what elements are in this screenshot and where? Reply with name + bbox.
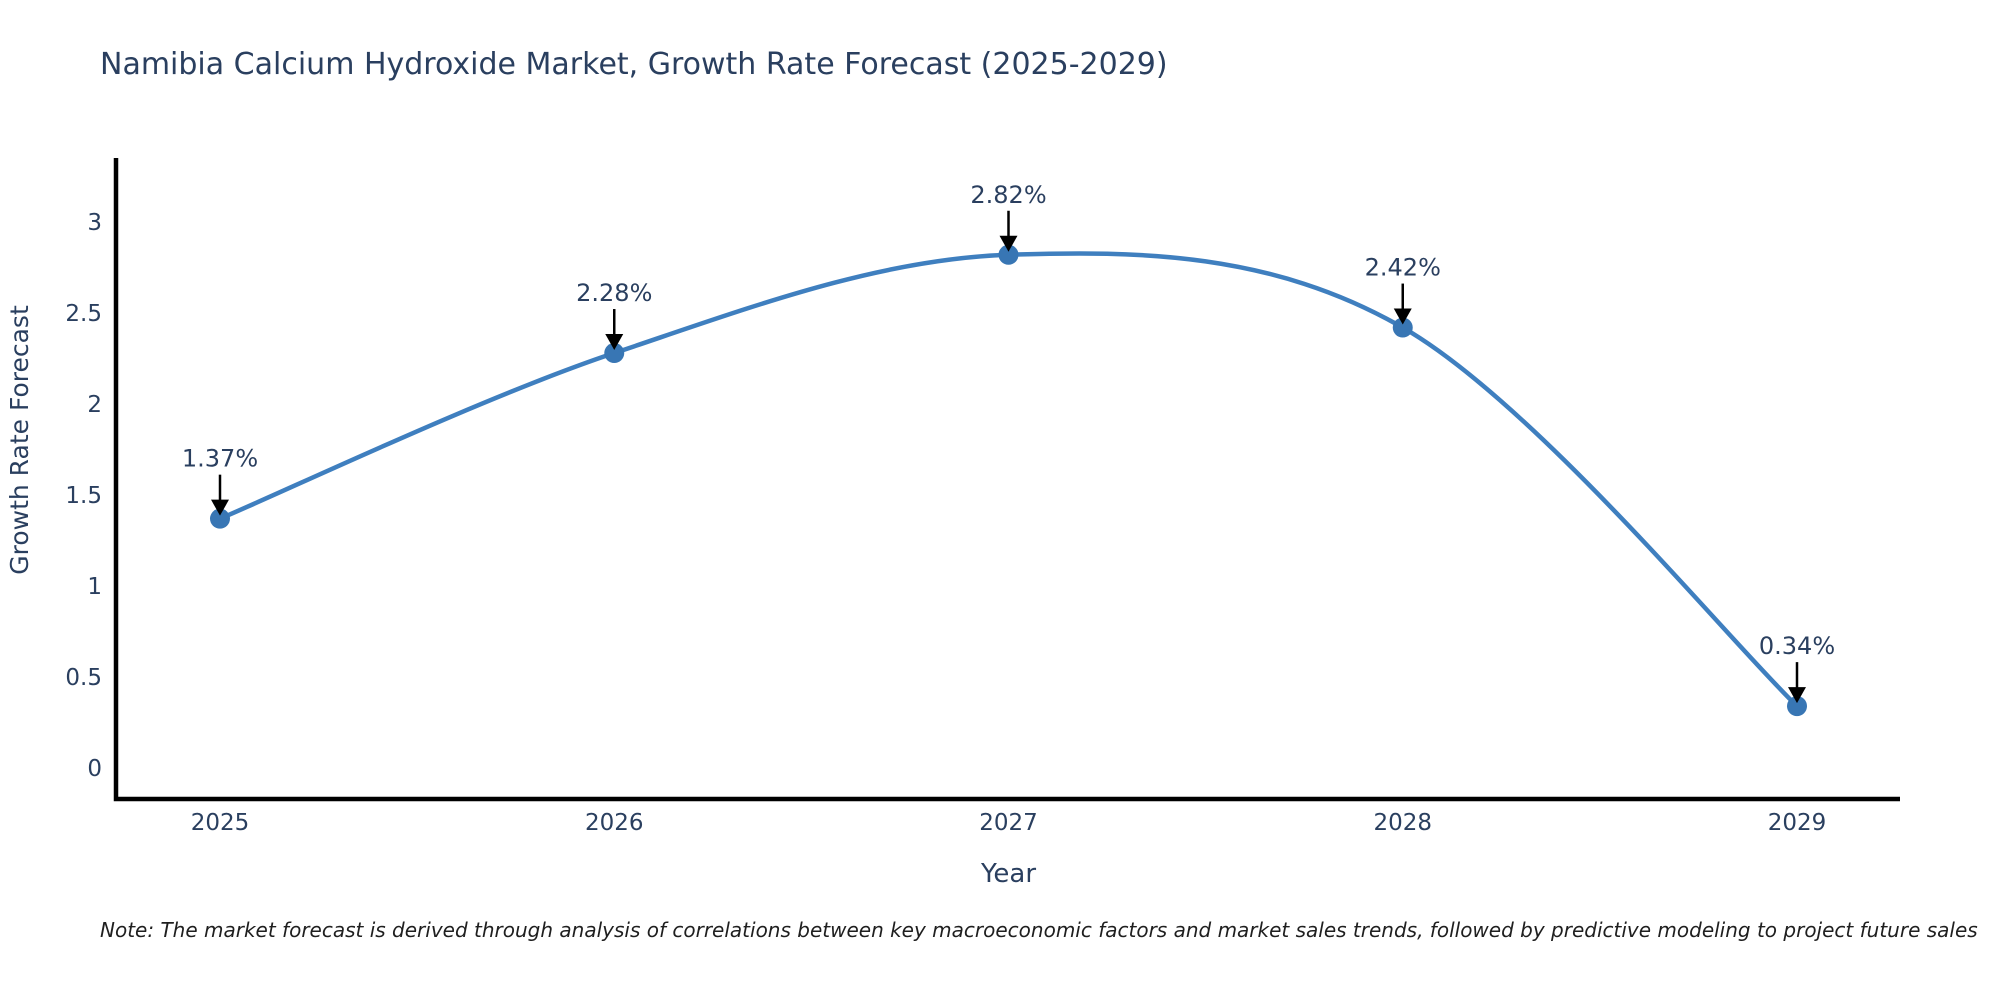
chart-title: Namibia Calcium Hydroxide Market, Growth… <box>100 47 1168 82</box>
y-tick-label: 0 <box>87 756 102 782</box>
x-tick-label: 2027 <box>979 810 1038 836</box>
y-tick-label: 0.5 <box>65 665 102 691</box>
x-tick-label: 2028 <box>1373 810 1432 836</box>
x-tick-label: 2026 <box>585 810 644 836</box>
data-point-2025 <box>210 508 230 529</box>
annotation-arrowhead <box>211 499 229 516</box>
footnote: Note: The market forecast is derived thr… <box>100 918 1978 942</box>
data-point-2028 <box>1392 317 1413 338</box>
annotation-arrowhead <box>605 334 624 351</box>
y-tick-label: 3 <box>87 210 102 236</box>
data-point-2027 <box>998 244 1019 265</box>
y-tick-label: 2 <box>87 392 102 418</box>
annotation-label: 1.37% <box>182 445 258 473</box>
x-tick-label: 2025 <box>191 810 250 836</box>
annotation-arrowhead <box>1393 308 1412 325</box>
annotation-label: 2.42% <box>1365 254 1441 282</box>
annotation-label: 2.82% <box>970 181 1046 209</box>
y-tick-label: 1 <box>87 574 102 600</box>
y-tick-label: 1.5 <box>65 483 102 509</box>
x-axis-title: Year <box>980 859 1036 889</box>
data-point-2029 <box>1787 696 1807 717</box>
y-tick-label: 2.5 <box>65 301 102 327</box>
annotation-label: 0.34% <box>1759 632 1835 660</box>
annotation-label: 2.28% <box>576 279 652 307</box>
annotation-arrowhead <box>999 235 1018 252</box>
data-point-2026 <box>604 343 625 364</box>
x-tick-label: 2029 <box>1768 810 1827 836</box>
forecast-line <box>217 251 1800 709</box>
y-axis-title: Growth Rate Forecast <box>5 305 34 575</box>
axis-lines <box>113 158 1900 802</box>
annotation-arrowhead <box>1788 687 1806 704</box>
